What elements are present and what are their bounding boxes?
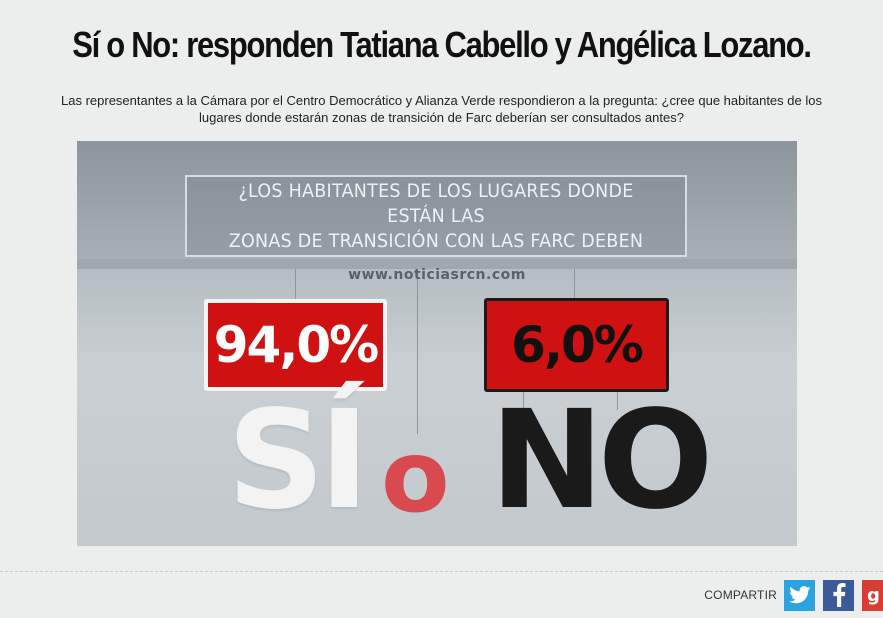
- twitter-bird-icon: [788, 586, 810, 604]
- source-watermark: www.noticiasrcn.com: [348, 267, 526, 283]
- hanging-wire: [295, 269, 296, 299]
- or-word: o: [381, 418, 450, 535]
- twitter-share-button[interactable]: [784, 579, 815, 611]
- share-bar: COMPARTIR g: [704, 579, 883, 611]
- image-backdrop-top: [77, 141, 797, 266]
- no-percentage-box: 6,0%: [484, 298, 669, 392]
- hanging-wire: [417, 269, 418, 434]
- question-line: ¿LOS HABITANTES DE LOS LUGARES DONDE: [238, 180, 634, 202]
- yes-percentage-box: 94,0%: [204, 299, 387, 391]
- article-lead: Las representantes a la Cámara por el Ce…: [61, 93, 822, 125]
- question-line: ZONAS DE TRANSICIÓN CON LAS FARC DEBEN: [228, 230, 644, 252]
- google-plus-share-button[interactable]: g: [862, 579, 883, 611]
- article-title: Sí o No: responden Tatiana Cabello y Ang…: [72, 24, 812, 65]
- share-label: COMPARTIR: [704, 588, 777, 602]
- hanging-wire: [523, 392, 524, 412]
- hanging-wire: [617, 392, 618, 410]
- hanging-wire: [574, 269, 575, 298]
- google-plus-icon: g: [867, 584, 880, 606]
- image-backdrop-stripe: [77, 259, 797, 269]
- article-image: ¿LOS HABITANTES DE LOS LUGARES DONDE EST…: [77, 141, 797, 546]
- facebook-share-button[interactable]: [823, 579, 854, 611]
- yes-word: SÍ: [227, 382, 370, 540]
- no-word: NO: [490, 382, 713, 540]
- facebook-f-icon: [832, 583, 845, 607]
- question-line: ESTÁN LAS: [387, 205, 485, 227]
- question-panel: ¿LOS HABITANTES DE LOS LUGARES DONDE EST…: [185, 175, 687, 257]
- section-divider: [0, 571, 883, 572]
